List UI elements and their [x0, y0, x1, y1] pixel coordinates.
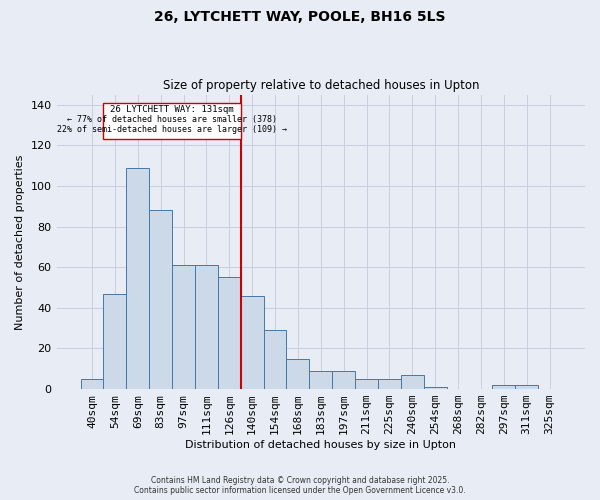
X-axis label: Distribution of detached houses by size in Upton: Distribution of detached houses by size … [185, 440, 456, 450]
Bar [195, 265, 218, 389]
FancyBboxPatch shape [103, 102, 241, 139]
Bar [241, 296, 263, 389]
Bar [263, 330, 286, 389]
Text: ← 77% of detached houses are smaller (378): ← 77% of detached houses are smaller (37… [67, 115, 277, 124]
Bar [378, 379, 401, 389]
Bar [355, 379, 378, 389]
Text: 22% of semi-detached houses are larger (109) →: 22% of semi-detached houses are larger (… [57, 125, 287, 134]
Bar [310, 371, 332, 389]
Bar [401, 375, 424, 389]
Text: 26 LYTCHETT WAY: 131sqm: 26 LYTCHETT WAY: 131sqm [110, 104, 234, 114]
Bar [286, 358, 310, 389]
Bar [172, 265, 195, 389]
Bar [424, 387, 446, 389]
Bar [493, 385, 515, 389]
Bar [103, 294, 127, 389]
Y-axis label: Number of detached properties: Number of detached properties [15, 154, 25, 330]
Bar [515, 385, 538, 389]
Bar [332, 371, 355, 389]
Text: Contains HM Land Registry data © Crown copyright and database right 2025.
Contai: Contains HM Land Registry data © Crown c… [134, 476, 466, 495]
Bar [127, 168, 149, 389]
Bar [80, 379, 103, 389]
Text: 26, LYTCHETT WAY, POOLE, BH16 5LS: 26, LYTCHETT WAY, POOLE, BH16 5LS [154, 10, 446, 24]
Bar [149, 210, 172, 389]
Bar [218, 278, 241, 389]
Title: Size of property relative to detached houses in Upton: Size of property relative to detached ho… [163, 79, 479, 92]
